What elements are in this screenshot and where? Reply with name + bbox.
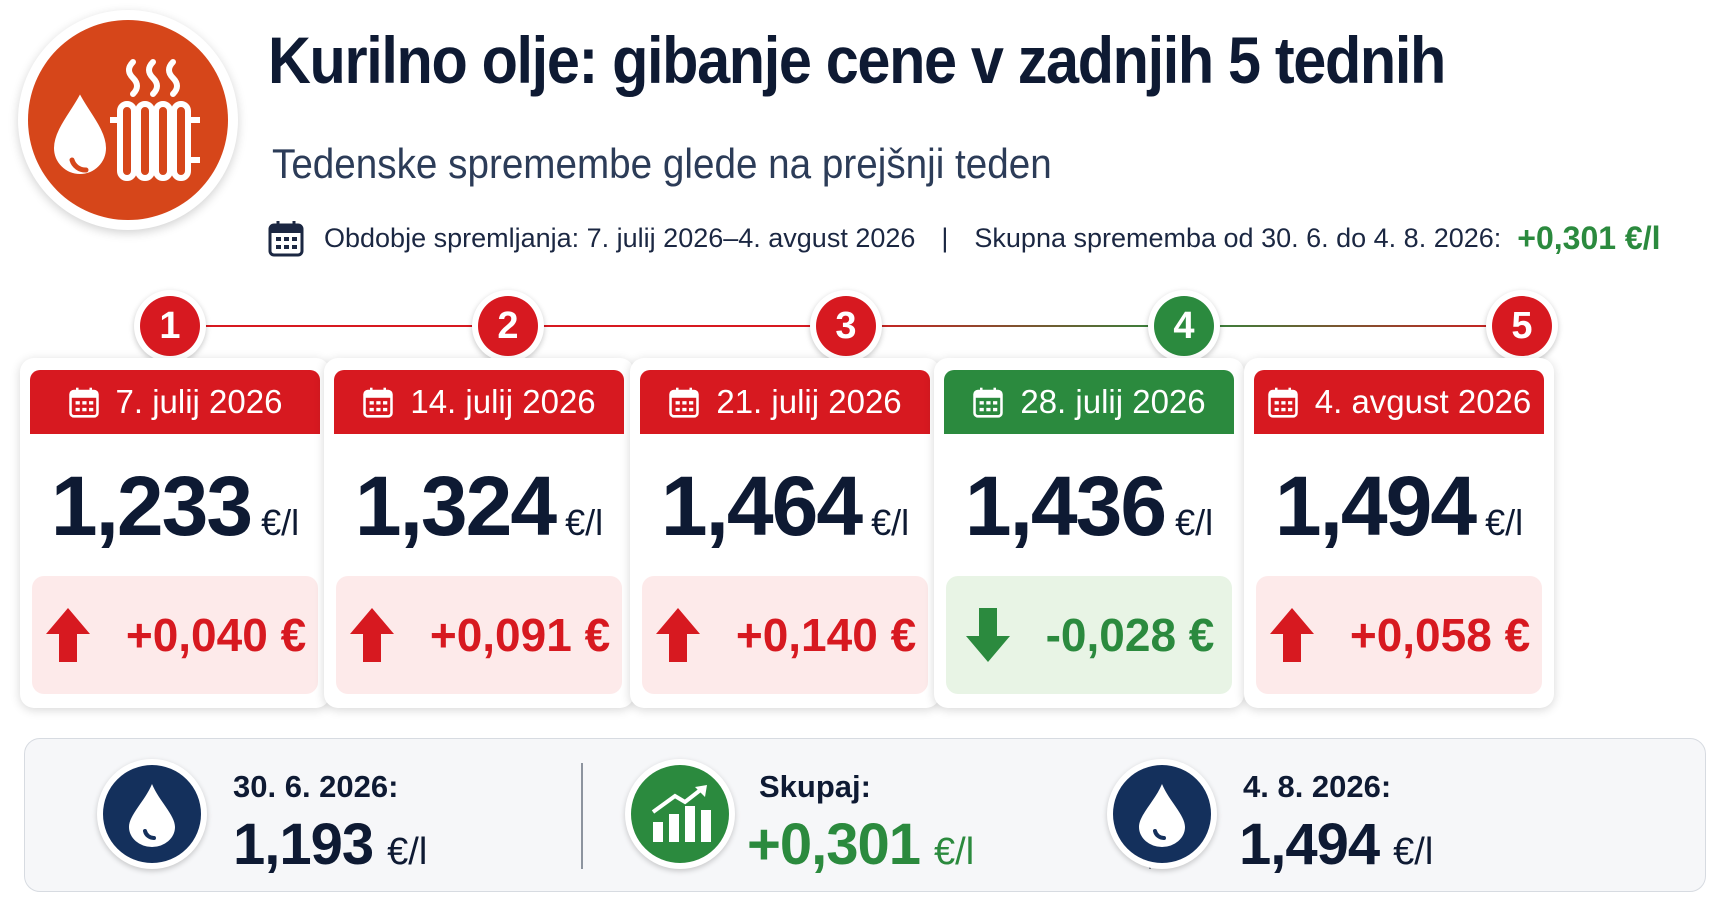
total-label: Skupaj:: [759, 769, 871, 804]
step-number: 2: [478, 296, 538, 356]
week-step-4: 4: [1148, 290, 1220, 362]
start-price: 1,193 €/l: [233, 811, 427, 878]
card-date-header: 4. avgust 2026: [1254, 370, 1544, 434]
card-date-header: 28. julij 2026: [944, 370, 1234, 434]
calendar-icon: [1268, 387, 1298, 418]
card-change: -0,028 €: [946, 576, 1232, 694]
week-card-1: 7. julij 2026 1,233 €/l +0,040 €: [20, 358, 330, 708]
start-date-label: 30. 6. 2026:: [233, 769, 399, 804]
summary-bar: 30. 6. 2026: 1,193 €/l Skupaj: +0,301 €/l …: [24, 738, 1706, 892]
summary-divider: [581, 763, 583, 869]
week-card-3: 21. julij 2026 1,464 €/l +0,140 €: [630, 358, 940, 708]
calendar-icon: [363, 387, 394, 418]
total-value: +0,301: [747, 812, 921, 877]
price-value: 1,436: [964, 459, 1167, 553]
card-date: 14. julij 2026: [410, 383, 596, 420]
week-step-2: 2: [472, 290, 544, 362]
arrow-up-icon: [655, 608, 700, 662]
week-step-1: 1: [134, 290, 206, 362]
change-value: +0,140 €: [735, 609, 917, 661]
timeline-connector: [846, 325, 1184, 327]
timeline-connector: [170, 325, 508, 327]
card-date: 28. julij 2026: [1020, 383, 1206, 420]
price-value: 1,324: [354, 459, 557, 553]
timeline-connector: [1184, 325, 1522, 327]
change-value: +0,091 €: [429, 609, 611, 661]
end-price: 1,494 €/l: [1239, 811, 1433, 878]
price-value: 1,233: [50, 459, 253, 553]
calendar-icon: [669, 387, 700, 418]
timeline-connector: [508, 325, 846, 327]
price-value: 1,464: [660, 459, 863, 553]
calendar-icon: [68, 387, 99, 418]
card-price: 1,494 €/l: [1244, 458, 1554, 555]
end-date-label: 4. 8. 2026:: [1243, 769, 1392, 804]
card-price: 1,233 €/l: [20, 458, 330, 555]
change-value: -0,028 €: [1045, 609, 1215, 661]
period-text: Obdobje spremljanja: 7. julij 2026–4. av…: [324, 222, 916, 253]
price-unit: €/l: [261, 502, 300, 543]
start-price-unit: €/l: [387, 831, 428, 873]
card-price: 1,436 €/l: [934, 458, 1244, 555]
page-subtitle: Tedenske spremembe glede na prejšnji ted…: [272, 140, 1052, 187]
heating-oil-radiator-icon: [49, 59, 200, 181]
week-card-4: 28. julij 2026 1,436 €/l -0,028 €: [934, 358, 1244, 708]
arrow-up-icon: [45, 608, 90, 662]
card-change: +0,058 €: [1256, 576, 1542, 694]
step-number: 3: [816, 296, 876, 356]
card-change: +0,040 €: [32, 576, 318, 694]
step-number: 5: [1492, 296, 1552, 356]
arrow-up-icon: [349, 608, 394, 662]
price-unit: €/l: [871, 502, 910, 543]
week-timeline: 1 2 3 4 5: [0, 290, 1729, 362]
total-change-label: Skupna sprememba od 30. 6. do 4. 8. 2026…: [974, 222, 1502, 253]
step-number: 4: [1154, 296, 1214, 356]
page-title: Kurilno olje: gibanje cene v zadnjih 5 t…: [268, 23, 1446, 97]
period-info: Obdobje spremljanja: 7. julij 2026–4. av…: [268, 216, 1661, 260]
card-date: 7. julij 2026: [115, 383, 283, 420]
step-number: 1: [140, 296, 200, 356]
price-unit: €/l: [1175, 502, 1214, 543]
logo: [18, 10, 238, 230]
card-date-header: 14. julij 2026: [334, 370, 624, 434]
week-card-2: 14. julij 2026 1,324 €/l +0,091 €: [324, 358, 634, 708]
meta-separator: |: [941, 222, 949, 253]
total-unit: €/l: [934, 831, 975, 873]
week-card-5: 4. avgust 2026 1,494 €/l +0,058 €: [1244, 358, 1554, 708]
card-date: 21. julij 2026: [716, 383, 902, 420]
start-price-value: 1,193: [233, 812, 374, 877]
calendar-icon: [973, 387, 1004, 418]
end-price-value: 1,494: [1239, 812, 1380, 877]
arrow-down-icon: [965, 608, 1010, 662]
change-value: +0,040 €: [125, 609, 307, 661]
total-change-value: +0,301 €/l: [1517, 219, 1661, 256]
total-change: +0,301 €/l: [747, 811, 974, 878]
card-change: +0,140 €: [642, 576, 928, 694]
arrow-up-icon: [1269, 608, 1314, 662]
week-step-5: 5: [1486, 290, 1558, 362]
price-unit: €/l: [565, 502, 604, 543]
oil-drop-icon: [1107, 759, 1217, 869]
card-price: 1,464 €/l: [630, 458, 940, 555]
oil-drop-icon: [97, 759, 207, 869]
card-change: +0,091 €: [336, 576, 622, 694]
card-price: 1,324 €/l: [324, 458, 634, 555]
card-date: 4. avgust 2026: [1314, 383, 1532, 420]
change-value: +0,058 €: [1349, 609, 1531, 661]
price-value: 1,494: [1274, 459, 1477, 553]
price-unit: €/l: [1485, 502, 1524, 543]
growth-chart-icon: [625, 759, 735, 869]
week-step-3: 3: [810, 290, 882, 362]
card-date-header: 7. julij 2026: [30, 370, 320, 434]
calendar-icon: [268, 221, 304, 257]
card-date-header: 21. julij 2026: [640, 370, 930, 434]
end-price-unit: €/l: [1393, 831, 1434, 873]
